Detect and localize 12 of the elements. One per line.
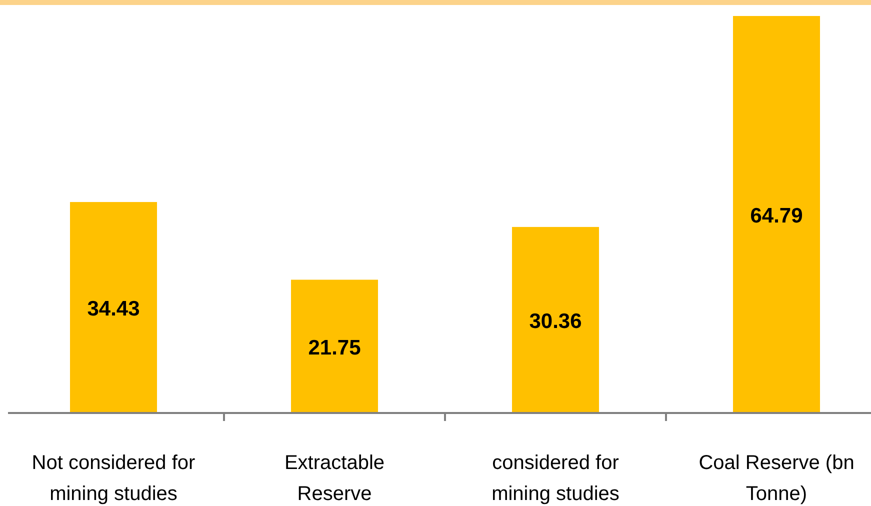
bar [733, 16, 820, 413]
bar [70, 202, 157, 413]
bar [291, 280, 378, 413]
data-label: 21.75 [308, 336, 362, 360]
data-label: 34.43 [87, 298, 140, 321]
x-tick-label: considered for mining studies [492, 452, 620, 505]
x-tick-label: Coal Reserve (bn Tonne) [698, 452, 854, 505]
bar [512, 226, 599, 413]
data-label: 30.36 [529, 310, 582, 333]
x-tick-label: Not considered for mining studies [32, 452, 196, 505]
data-label: 64.79 [750, 204, 803, 228]
x-tick-label: Extractable Reserve [284, 452, 385, 505]
